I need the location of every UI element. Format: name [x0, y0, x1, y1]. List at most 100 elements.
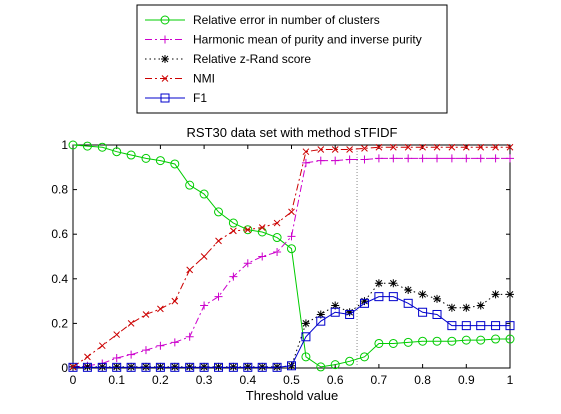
data-point — [126, 362, 136, 372]
data-point — [360, 297, 369, 306]
data-point — [214, 362, 224, 372]
x-tick-label: 1 — [507, 373, 514, 387]
data-point — [243, 259, 252, 268]
data-point — [359, 298, 369, 308]
legend-label: F1 — [193, 91, 207, 105]
data-point — [418, 307, 428, 317]
data-point — [433, 294, 442, 303]
data-point — [360, 155, 369, 164]
data-point — [331, 156, 340, 165]
data-point — [345, 155, 354, 164]
data-point — [112, 362, 122, 372]
data-point — [491, 290, 500, 299]
data-point — [97, 362, 107, 372]
data-point — [404, 143, 412, 151]
y-tick-label: 0.8 — [51, 183, 68, 197]
legend-entry: Relative error in number of clusters — [145, 13, 380, 27]
data-point — [388, 338, 398, 348]
data-point — [418, 290, 427, 299]
legend-entry: Harmonic mean of purity and inverse puri… — [145, 33, 422, 47]
data-point — [141, 153, 151, 163]
data-point — [301, 319, 310, 328]
data-point — [98, 342, 106, 350]
data-point — [230, 227, 237, 235]
legend-entry: F1 — [145, 91, 207, 105]
series-1 — [68, 140, 515, 372]
data-point — [374, 292, 384, 302]
data-point — [200, 253, 208, 260]
legend-label: NMI — [193, 72, 215, 86]
data-point — [404, 285, 413, 294]
data-point — [142, 311, 150, 318]
legend-entry: Relative z-Rand score — [145, 52, 311, 66]
data-point — [491, 321, 501, 331]
series-4 — [69, 143, 514, 371]
x-tick-label: 0.7 — [371, 373, 388, 387]
legend-label: Relative error in number of clusters — [193, 13, 380, 27]
data-point — [505, 334, 515, 344]
data-point — [403, 337, 413, 347]
data-point — [462, 303, 471, 312]
data-point — [170, 362, 180, 372]
y-tick-label: 0 — [61, 361, 68, 375]
legend-marker — [160, 15, 170, 25]
data-point — [476, 321, 486, 331]
x-tick-label: 0.5 — [283, 373, 300, 387]
y-tick-label: 0.2 — [51, 316, 68, 330]
data-point — [288, 208, 295, 216]
data-point — [200, 301, 209, 310]
data-point — [462, 143, 470, 151]
data-point — [461, 321, 471, 331]
x-tick-label: 0.8 — [414, 373, 431, 387]
data-point — [301, 158, 310, 167]
data-point — [287, 232, 296, 241]
data-point — [447, 303, 456, 312]
data-point — [113, 331, 121, 338]
data-point — [506, 154, 514, 163]
data-point — [374, 279, 383, 288]
data-point — [345, 309, 355, 319]
data-point — [433, 154, 442, 163]
plot-area: 0 0.1 0.2 0.3 0.4 0.5 0.6 0.7 0.8 0.9 1 0 0.2 0.4 0.6 0… — [51, 138, 515, 387]
data-point — [330, 360, 340, 370]
data-point — [345, 308, 354, 317]
data-point — [476, 301, 485, 310]
data-point — [316, 316, 326, 326]
data-point — [505, 321, 515, 331]
data-point — [155, 362, 165, 372]
data-point — [170, 159, 180, 169]
data-point — [185, 332, 194, 341]
data-point — [346, 146, 353, 153]
data-point — [84, 353, 91, 361]
data-point — [127, 350, 136, 359]
x-tick-label: 0.3 — [196, 373, 213, 387]
data-point — [317, 146, 325, 153]
data-point — [214, 292, 223, 301]
data-point — [447, 336, 457, 346]
data-point — [374, 154, 383, 163]
chart-title: RST30 data set with method sTFIDF — [187, 125, 398, 140]
data-point — [155, 156, 165, 166]
data-point — [316, 310, 325, 319]
y-tick-label: 0.4 — [51, 272, 68, 286]
data-point — [171, 297, 179, 305]
data-point — [287, 361, 296, 371]
data-point — [403, 298, 413, 308]
plot-frame — [72, 144, 511, 369]
legend-entry: NMI — [145, 72, 215, 86]
data-point — [186, 266, 194, 274]
data-point — [273, 219, 281, 227]
data-point — [244, 226, 252, 234]
series-line — [73, 296, 510, 368]
data-point — [418, 154, 427, 163]
data-point — [375, 143, 383, 151]
data-point — [228, 362, 238, 372]
data-point — [185, 180, 195, 190]
data-point — [316, 156, 325, 165]
series-line — [72, 144, 510, 368]
data-point — [185, 362, 195, 372]
x-tick-label: 0.2 — [152, 373, 169, 387]
x-tick-label: 0.9 — [458, 373, 475, 387]
data-point — [462, 154, 471, 163]
